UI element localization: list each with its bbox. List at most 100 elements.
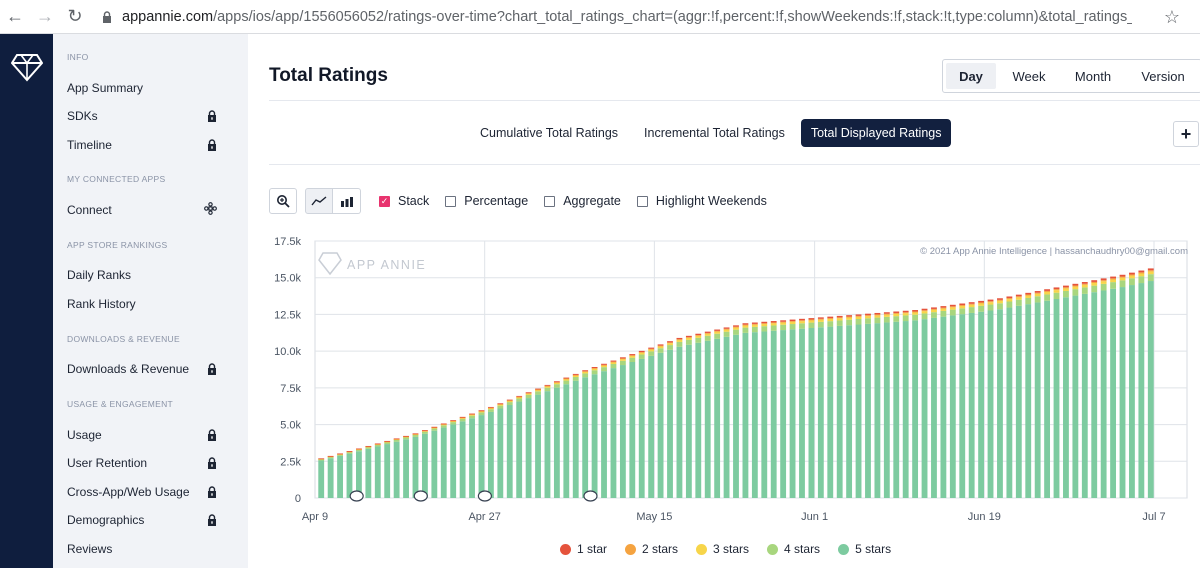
granularity-day[interactable]: Day — [946, 63, 996, 89]
bar-segment-4-stars[interactable] — [393, 439, 400, 442]
bar-segment-2-stars[interactable] — [384, 441, 391, 443]
bar-segment-2-stars[interactable] — [1119, 276, 1126, 278]
bar-segment-3-stars[interactable] — [846, 317, 853, 320]
bar-segment-1-star[interactable] — [1015, 294, 1022, 297]
bar-segment-4-stars[interactable] — [535, 391, 541, 395]
bar-segment-5-stars[interactable] — [949, 315, 956, 498]
bar-segment-5-stars[interactable] — [733, 334, 739, 498]
bar-segment-2-stars[interactable] — [1025, 294, 1032, 296]
bar-segment-1-star[interactable] — [1147, 268, 1154, 271]
bar-segment-4-stars[interactable] — [968, 307, 975, 313]
bar-segment-4-stars[interactable] — [846, 319, 853, 326]
bar-segment-1-star[interactable] — [403, 435, 409, 437]
bar-segment-4-stars[interactable] — [733, 329, 739, 335]
bar-segment-2-stars[interactable] — [742, 324, 749, 326]
bar-segment-2-stars[interactable] — [1044, 290, 1051, 292]
bar-segment-4-stars[interactable] — [601, 367, 607, 372]
checkbox-icon[interactable] — [544, 195, 556, 207]
bar-segment-3-stars[interactable] — [949, 307, 956, 310]
bar-segment-2-stars[interactable] — [978, 302, 985, 304]
bar-segment-2-stars[interactable] — [403, 436, 409, 438]
bar-segment-2-stars[interactable] — [582, 371, 589, 373]
bar-segment-4-stars[interactable] — [940, 310, 947, 317]
bar-segment-3-stars[interactable] — [723, 329, 730, 332]
bar-segment-2-stars[interactable] — [723, 328, 730, 330]
bar-segment-3-stars[interactable] — [1053, 290, 1060, 293]
bar-segment-2-stars[interactable] — [431, 427, 438, 429]
bar-segment-3-stars[interactable] — [629, 355, 636, 358]
bar-segment-4-stars[interactable] — [704, 335, 711, 341]
bar-segment-2-stars[interactable] — [931, 308, 937, 310]
line-chart-button[interactable] — [305, 188, 333, 214]
sidebar-item-downloads-revenue[interactable]: Downloads & Revenue — [67, 361, 217, 377]
bar-segment-3-stars[interactable] — [469, 414, 475, 416]
bar-segment-1-star[interactable] — [327, 455, 334, 457]
bar-segment-2-stars[interactable] — [940, 307, 947, 309]
bar-segment-5-stars[interactable] — [657, 352, 664, 498]
bar-segment-4-stars[interactable] — [431, 428, 438, 431]
bar-segment-5-stars[interactable] — [1100, 290, 1107, 498]
sidebar-item-reviews[interactable]: Reviews — [67, 541, 217, 557]
bar-segment-5-stars[interactable] — [1138, 283, 1145, 498]
bar-segment-5-stars[interactable] — [780, 330, 787, 498]
bar-segment-4-stars[interactable] — [959, 308, 966, 315]
bar-segment-4-stars[interactable] — [544, 387, 551, 392]
bar-segment-2-stars[interactable] — [817, 318, 824, 320]
sidebar-item-connect[interactable]: Connect — [67, 202, 217, 218]
bar-segment-2-stars[interactable] — [591, 368, 598, 369]
bar-segment-2-stars[interactable] — [789, 321, 796, 322]
bar-segment-5-stars[interactable] — [629, 362, 636, 498]
bar-segment-2-stars[interactable] — [525, 393, 532, 394]
bar-segment-2-stars[interactable] — [1147, 270, 1154, 272]
bar-segment-3-stars[interactable] — [817, 319, 824, 322]
column-chart-button[interactable] — [333, 188, 361, 214]
bar-segment-3-stars[interactable] — [883, 314, 890, 317]
bar-segment-1-star[interactable] — [799, 318, 805, 321]
bar-segment-1-star[interactable] — [459, 416, 466, 418]
bar-segment-3-stars[interactable] — [940, 308, 947, 311]
bar-segment-3-stars[interactable] — [968, 304, 975, 308]
bar-segment-4-stars[interactable] — [1025, 297, 1032, 305]
bar-segment-4-stars[interactable] — [1110, 282, 1116, 289]
bar-segment-2-stars[interactable] — [648, 348, 655, 350]
bar-segment-1-star[interactable] — [619, 357, 626, 359]
bar-segment-1-star[interactable] — [601, 363, 607, 365]
bar-segment-3-stars[interactable] — [902, 313, 909, 316]
bar-segment-4-stars[interactable] — [421, 431, 428, 434]
legend-item-5-stars[interactable]: 5 stars — [838, 542, 891, 556]
bar-segment-5-stars[interactable] — [619, 365, 626, 498]
legend-item-3-stars[interactable]: 3 stars — [696, 542, 749, 556]
bar-segment-3-stars[interactable] — [1091, 283, 1098, 286]
bar-segment-3-stars[interactable] — [1015, 297, 1022, 300]
back-icon[interactable]: ← — [6, 6, 24, 26]
bar-segment-5-stars[interactable] — [516, 401, 523, 498]
sidebar-item-usage[interactable]: Usage — [67, 427, 217, 443]
bar-segment-4-stars[interactable] — [987, 304, 994, 311]
bar-segment-4-stars[interactable] — [761, 326, 768, 332]
bar-segment-1-star[interactable] — [902, 310, 909, 313]
bar-segment-3-stars[interactable] — [1100, 281, 1107, 284]
bar-segment-5-stars[interactable] — [685, 344, 692, 498]
bar-segment-2-stars[interactable] — [1129, 274, 1135, 276]
bar-segment-2-stars[interactable] — [902, 312, 909, 314]
bar-segment-5-stars[interactable] — [337, 455, 343, 498]
bar-segment-2-stars[interactable] — [770, 322, 777, 324]
bar-segment-2-stars[interactable] — [1072, 285, 1079, 287]
bar-segment-2-stars[interactable] — [714, 330, 721, 332]
bar-segment-4-stars[interactable] — [1091, 285, 1098, 293]
bar-segment-3-stars[interactable] — [1138, 273, 1145, 277]
bar-segment-5-stars[interactable] — [478, 415, 485, 498]
bar-segment-1-star[interactable] — [431, 426, 438, 428]
bar-segment-4-stars[interactable] — [1147, 274, 1154, 282]
bar-segment-1-star[interactable] — [817, 317, 824, 319]
bar-segment-5-stars[interactable] — [1044, 300, 1051, 498]
bar-segment-2-stars[interactable] — [959, 305, 966, 307]
bar-segment-5-stars[interactable] — [327, 458, 334, 498]
bar-segment-1-star[interactable] — [657, 344, 664, 346]
bar-segment-4-stars[interactable] — [931, 312, 937, 318]
bar-segment-3-stars[interactable] — [761, 324, 768, 327]
bar-segment-3-stars[interactable] — [1119, 277, 1126, 281]
bar-segment-5-stars[interactable] — [1053, 299, 1060, 498]
bar-segment-3-stars[interactable] — [997, 300, 1003, 304]
bar-segment-2-stars[interactable] — [638, 352, 645, 353]
